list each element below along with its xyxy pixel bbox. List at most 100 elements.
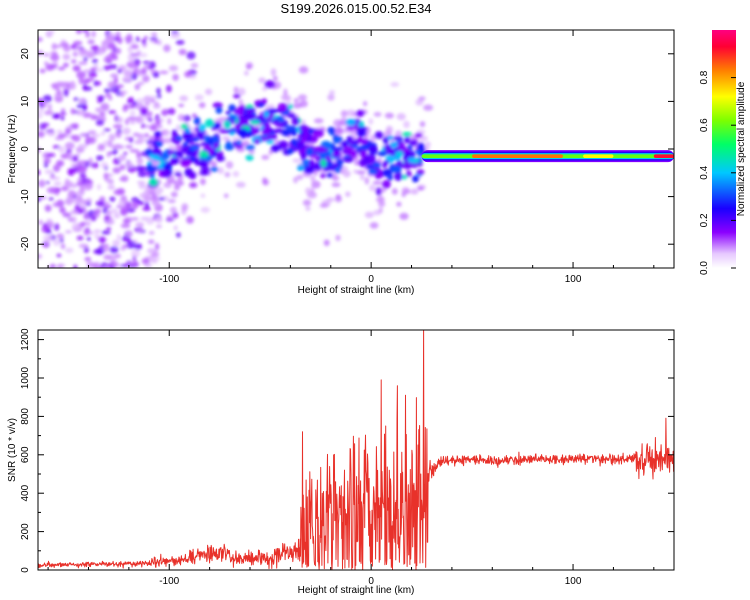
- spectrogram-y-tick-label-2: 0: [20, 146, 31, 152]
- spectrogram-blob-370: [76, 109, 85, 116]
- spectrogram-blob-484: [99, 236, 106, 244]
- spectrogram-blob-112: [182, 114, 191, 122]
- spectrogram-blob-507: [129, 110, 136, 117]
- spectrogram-blob-724: [373, 112, 382, 117]
- spectrogram-blob-734: [311, 180, 321, 189]
- spectrogram-blob-1255: [416, 169, 425, 175]
- spectrogram-blob-1323: [326, 160, 334, 168]
- spectrogram-y-tick-label-0: -20: [20, 237, 31, 252]
- spectrogram-blob-32: [52, 144, 61, 149]
- snr-x-axis-title: Height of straight line (km): [298, 585, 415, 596]
- spectrogram-blob-410: [139, 192, 146, 199]
- snr-y-tick-label-3: 600: [20, 446, 31, 463]
- spectrogram-blob-588: [90, 67, 97, 71]
- spectrogram-blob-3: [163, 44, 171, 53]
- spectrogram-blob-728: [235, 181, 246, 188]
- spectrogram-blob-795: [305, 206, 311, 211]
- spectrogram-x-axis-title: Height of straight line (km): [298, 285, 415, 296]
- spectrogram-blob-509: [116, 84, 124, 89]
- spectrogram-blob-622: [83, 228, 90, 236]
- spectrogram-blob-105: [79, 171, 87, 179]
- spectrogram-blob-663: [403, 120, 410, 129]
- spectrogram-blob-1141: [182, 142, 188, 147]
- spectrogram-blob-866: [310, 175, 316, 182]
- spectrogram-blob-558: [108, 133, 115, 141]
- spectrogram-blob-358: [58, 145, 66, 153]
- snr-x-tick-label-0: -100: [159, 576, 179, 587]
- spectrogram-blob-530: [52, 202, 61, 208]
- spectrogram-blob-369: [116, 234, 121, 241]
- spectrogram-blob-1147: [287, 147, 294, 155]
- spectrogram-blob-626: [118, 200, 126, 207]
- spectrogram-blob-1172: [200, 142, 209, 147]
- spectrogram-blob-1295: [390, 141, 398, 148]
- spectrogram-blobs: [38, 30, 434, 268]
- spectrogram-blob-442: [65, 247, 74, 253]
- spectrogram-blob-405: [104, 215, 110, 220]
- colorbar-gradient: [712, 30, 736, 268]
- spectrogram-blob-446: [103, 56, 113, 63]
- spectrogram-blob-785: [246, 65, 251, 70]
- spectrogram-blob-392: [103, 128, 111, 132]
- spectrogram-blob-1247: [250, 119, 261, 126]
- spectrogram-blob-192: [172, 211, 179, 219]
- spectrogram-blob-1305: [204, 118, 215, 128]
- spectrogram-blob-1021: [198, 131, 205, 141]
- spectrogram-blob-620: [79, 203, 87, 209]
- spectrogram-blob-506: [43, 157, 51, 164]
- spectrogram-blob-1151: [396, 160, 403, 166]
- spectrogram-blob-188: [73, 40, 83, 46]
- spectrogram-x-tick-label-0: -100: [159, 274, 179, 285]
- spectrogram-blob-1192: [374, 131, 384, 139]
- spectrogram-blob-469: [136, 157, 144, 165]
- spectrogram-blob-676: [327, 94, 335, 101]
- spectrogram-blob-492: [119, 90, 128, 95]
- spectrogram-blob-12: [113, 212, 121, 219]
- spectrogram-blob-901: [310, 186, 315, 195]
- spectrogram-blob-57: [53, 181, 62, 186]
- spectrogram-blob-419: [126, 230, 133, 238]
- spectrogram-blob-255: [167, 107, 176, 115]
- spectrogram-blob-908: [424, 141, 431, 148]
- spectrogram-blob-1269: [313, 128, 324, 138]
- spectrogram-blob-324: [127, 116, 137, 121]
- spectrogram-blob-427: [108, 64, 118, 70]
- spectrogram-blob-1160: [308, 159, 315, 167]
- spectrogram-blob-853: [410, 188, 419, 195]
- spectrogram-blob-1367: [300, 152, 307, 159]
- spectrogram-blob-11: [83, 56, 88, 62]
- spectrogram-blob-1064: [225, 110, 232, 115]
- spectrogram-blob-154: [95, 107, 102, 113]
- spectrogram-blob-1182: [171, 158, 179, 164]
- spectrogram-blob-922: [329, 90, 335, 95]
- spectrogram-blob-615: [95, 247, 105, 255]
- spectrogram-blob-1341: [185, 151, 197, 157]
- spectrogram-blob-21: [62, 53, 71, 61]
- spectrogram-blob-435: [120, 174, 129, 183]
- spectrogram-blob-546: [151, 199, 160, 207]
- spectrogram-blob-1339: [387, 174, 393, 181]
- spectrogram-blob-251: [137, 81, 145, 86]
- spectrogram-blob-664: [296, 174, 304, 180]
- spectrogram-blob-737: [221, 136, 228, 141]
- spectrogram-blob-71: [44, 169, 54, 175]
- spectrogram-blob-232: [142, 60, 150, 65]
- spectrogram-blob-534: [78, 76, 84, 85]
- spectrogram-blob-30: [59, 206, 66, 214]
- spectrogram-blob-164: [113, 189, 124, 196]
- spectrogram-blob-513: [91, 133, 101, 138]
- spectrogram-blob-1006: [154, 131, 162, 138]
- spectrogram-blob-1289: [190, 145, 199, 151]
- spectrogram-blob-462: [109, 51, 117, 58]
- spectrogram-blob-610: [103, 172, 109, 181]
- spectrogram-blob-367: [78, 243, 89, 249]
- spectrogram-blob-488: [118, 154, 124, 162]
- spectrogram-blob-812: [173, 179, 183, 187]
- spectrogram-blob-415: [107, 95, 113, 101]
- spectrogram-blob-524: [124, 36, 134, 41]
- spectrogram-blob-1327: [268, 134, 278, 140]
- spectrogram-blob-827: [204, 88, 213, 96]
- spectrogram-blob-1357: [156, 140, 162, 146]
